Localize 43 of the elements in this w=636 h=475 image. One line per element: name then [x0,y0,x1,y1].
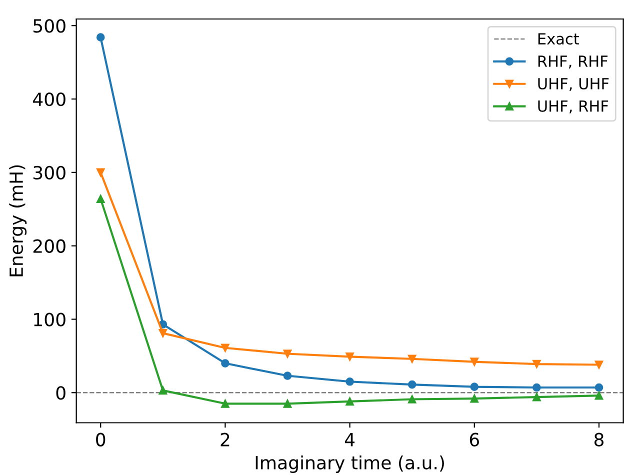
point [594,360,604,369]
point [96,168,105,177]
point [594,391,604,400]
point [532,392,541,402]
x-tick-label: 2 [220,432,230,446]
point [470,382,479,391]
point [283,350,292,358]
point [221,359,230,368]
y-tick-label: 400 [33,92,66,106]
point [283,372,292,380]
x-tick-label: 6 [470,432,479,446]
x-axis-title: Imaginary time (a.u.) [256,456,444,473]
point [346,352,354,361]
point [470,394,479,403]
point [221,344,230,352]
legend-label: Exact [538,33,579,45]
point [408,395,416,404]
point [408,380,416,389]
x-tick-label: 4 [344,433,355,446]
point [158,386,168,395]
point [346,397,354,406]
x-tick-label: 8 [594,432,604,446]
x-tick-label: 0 [96,432,106,446]
y-tick-label: 300 [34,166,66,180]
legend-label: UHF, UHF [538,78,609,91]
legend-label: RHF, RHF [538,56,608,69]
y-tick-label: 500 [34,19,66,33]
point [96,194,105,204]
point [594,383,604,392]
point [532,360,541,368]
y-tick-label: 200 [33,239,66,253]
point [408,354,416,364]
point [346,377,354,386]
point [283,399,292,408]
point [221,399,230,408]
y-tick-label: 0 [56,386,66,400]
y-tick-label: 100 [34,312,66,326]
point [96,33,105,42]
point [470,358,479,366]
point [158,329,168,338]
point [532,383,541,392]
y-axis-title: Energy (mH) [9,165,27,276]
legend-label: UHF, RHF [538,100,608,114]
